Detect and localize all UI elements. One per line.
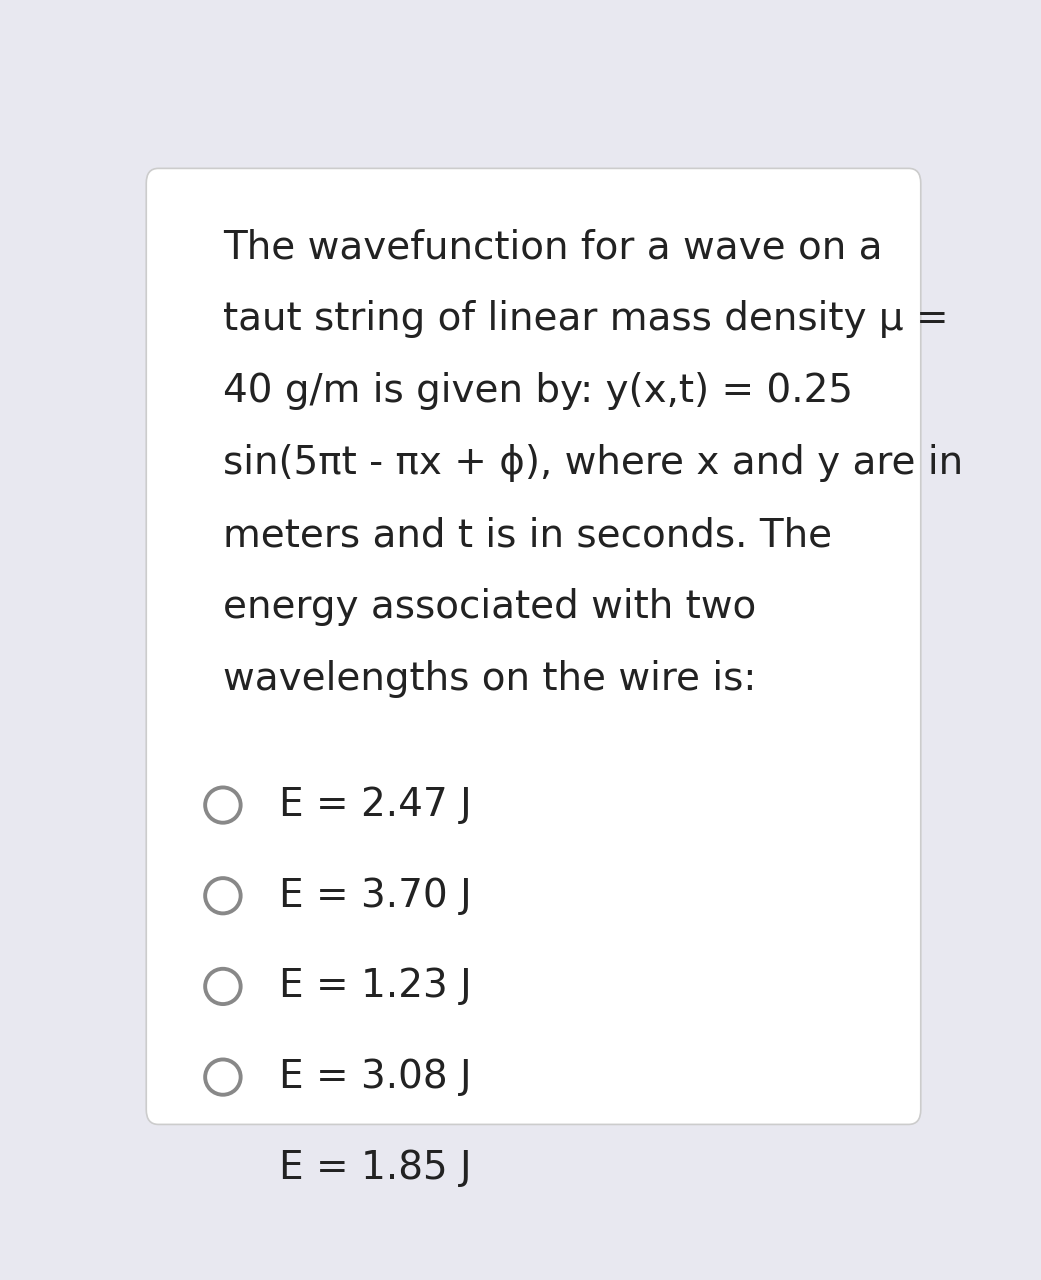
Text: E = 2.47 J: E = 2.47 J [279, 786, 473, 824]
Text: energy associated with two: energy associated with two [223, 588, 756, 626]
Text: wavelengths on the wire is:: wavelengths on the wire is: [223, 660, 756, 698]
Text: taut string of linear mass density μ =: taut string of linear mass density μ = [223, 301, 948, 338]
Text: sin(5πt - πx + ϕ), where x and y are in: sin(5πt - πx + ϕ), where x and y are in [223, 444, 963, 483]
FancyBboxPatch shape [146, 169, 920, 1124]
Text: E = 1.23 J: E = 1.23 J [279, 968, 473, 1005]
Text: E = 1.85 J: E = 1.85 J [279, 1148, 472, 1187]
Text: E = 3.08 J: E = 3.08 J [279, 1059, 472, 1096]
Text: E = 3.70 J: E = 3.70 J [279, 877, 473, 915]
Text: meters and t is in seconds. The: meters and t is in seconds. The [223, 516, 832, 554]
Text: The wavefunction for a wave on a: The wavefunction for a wave on a [223, 228, 883, 266]
Text: 40 g/m is given by: y(x,t) = 0.25: 40 g/m is given by: y(x,t) = 0.25 [223, 372, 853, 410]
